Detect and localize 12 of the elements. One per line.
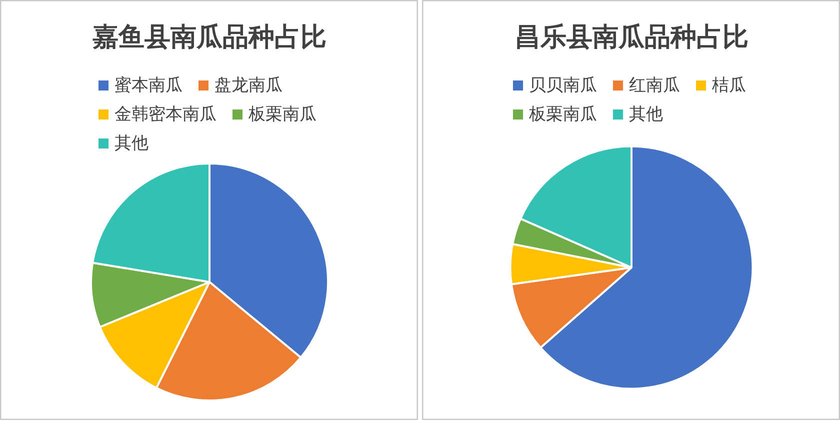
legend-label: 金韩密本南瓜 <box>114 104 216 124</box>
legend-label: 板栗南瓜 <box>248 104 316 124</box>
legend-label: 蜜本南瓜 <box>114 76 182 96</box>
legend-label: 其他 <box>629 104 663 124</box>
chart-title: 嘉鱼县南瓜品种占比 <box>92 22 326 52</box>
legend-label: 板栗南瓜 <box>528 104 597 124</box>
legend-label: 贝贝南瓜 <box>529 76 597 96</box>
legend-label: 桔瓜 <box>711 76 746 96</box>
legend-label: 盘龙南瓜 <box>214 76 282 96</box>
legend-label: 红南瓜 <box>629 76 680 96</box>
chart-title: 昌乐县南瓜品种占比 <box>514 22 748 52</box>
legend-label: 其他 <box>114 134 148 154</box>
